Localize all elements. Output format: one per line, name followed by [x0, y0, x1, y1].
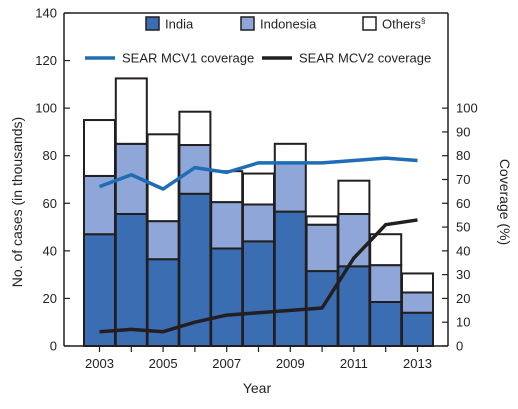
x-tick-label: 2007 — [212, 356, 241, 371]
legend-label-sear-mcv2-coverage: SEAR MCV2 coverage — [299, 51, 431, 66]
y-right-tick-label: 90 — [456, 124, 470, 139]
bar-india-2004 — [114, 212, 148, 347]
bar-india-2009 — [273, 210, 307, 347]
y-right-tick-label: 40 — [456, 243, 470, 258]
legend-swatch-indonesia — [240, 16, 255, 31]
bar-indonesia-2007 — [210, 201, 244, 250]
bar-others-2007 — [210, 170, 244, 204]
bar-others-2010 — [305, 215, 339, 226]
legend-swatch-india — [145, 16, 160, 31]
y-right-tick-label: 100 — [456, 101, 478, 116]
y-tick-label: 20 — [43, 291, 57, 306]
y-axis-title: No. of cases (in thousands) — [9, 117, 25, 287]
y-tick-label: 60 — [43, 196, 57, 211]
y-axis-right-title: Coverage (%) — [497, 159, 513, 245]
bar-others-2012 — [369, 233, 403, 267]
lines-layer — [98, 156, 418, 334]
legend: India Indonesia Others§ SEAR MCV1 coverage S… — [85, 16, 431, 66]
y-right-tick-label: 70 — [456, 172, 470, 187]
bar-others-2009 — [273, 142, 307, 164]
bar-others-2006 — [178, 110, 212, 147]
y-right-tick-label: 50 — [456, 220, 470, 235]
y-tick-label: 140 — [35, 6, 57, 21]
legend-label-others: Others§ — [382, 17, 425, 32]
bar-others-2013 — [401, 272, 434, 294]
bar-indonesia-2003 — [83, 174, 116, 236]
line-sear-mcv1-coverage — [98, 156, 418, 191]
y-tick-label: 80 — [43, 148, 57, 163]
y-tick-label: 120 — [35, 53, 57, 68]
axes-layer: 0 20 40 60 80 100 120 140 0 10 20 30 40 50 60 70 80 90 100… — [35, 6, 477, 372]
y-right-tick-label: 80 — [456, 148, 470, 163]
legend-label-india: India — [165, 17, 194, 32]
x-tick-label: 2009 — [276, 356, 305, 371]
y-right-tick-label: 30 — [456, 267, 470, 282]
legend-footnote-mark: § — [421, 17, 425, 26]
bar-indonesia-2010 — [305, 223, 339, 273]
y-tick-label: 40 — [43, 243, 57, 258]
legend-swatch-others — [362, 16, 377, 31]
x-tick-label: 2003 — [85, 356, 114, 371]
x-axis-title: Year — [243, 380, 272, 396]
bars-layer — [83, 77, 434, 348]
bar-others-2003 — [83, 119, 116, 177]
bar-indonesia-2008 — [242, 203, 275, 243]
y-right-tick-label: 0 — [456, 339, 463, 354]
bar-indonesia-2009 — [273, 161, 307, 213]
x-tick-label: 2011 — [340, 356, 368, 371]
bar-indonesia-2013 — [401, 291, 434, 314]
bar-india-2013 — [401, 311, 434, 348]
y-right-tick-label: 10 — [456, 315, 470, 330]
bar-others-2011 — [337, 179, 371, 215]
bar-others-2008 — [242, 172, 275, 206]
x-tick-label: 2005 — [149, 356, 178, 371]
x-tick-label: 2013 — [403, 356, 432, 371]
bar-others-2004 — [114, 77, 148, 145]
line-sear-mcv2-coverage — [99, 218, 418, 334]
legend-label-sear-mcv1-coverage: SEAR MCV1 coverage — [122, 51, 254, 66]
bar-india-2008 — [242, 240, 275, 347]
legend-label-indonesia: Indonesia — [260, 17, 317, 32]
bar-others-2005 — [146, 133, 180, 223]
y-right-tick-label: 20 — [456, 291, 470, 306]
bar-indonesia-2005 — [146, 220, 180, 261]
y-tick-label: 100 — [35, 101, 57, 116]
y-tick-label: 0 — [50, 339, 57, 354]
bar-india-2007 — [210, 247, 244, 348]
bar-india-2012 — [369, 300, 403, 347]
bar-indonesia-2012 — [369, 264, 403, 303]
y-right-tick-label: 60 — [456, 196, 470, 211]
